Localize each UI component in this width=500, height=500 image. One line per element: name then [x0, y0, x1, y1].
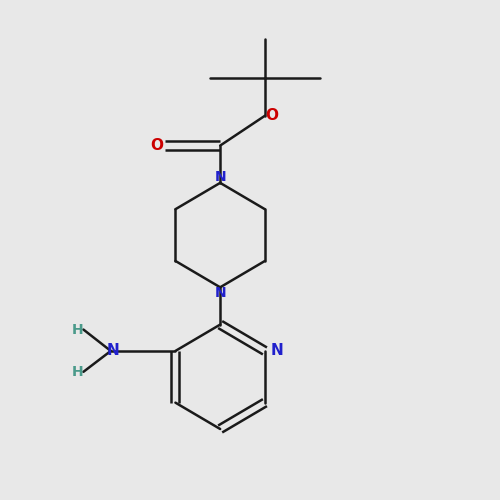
Text: N: N [271, 344, 283, 358]
Text: N: N [107, 344, 120, 358]
Text: N: N [214, 170, 226, 184]
Text: H: H [72, 322, 84, 336]
Text: O: O [266, 108, 278, 123]
Text: N: N [214, 286, 226, 300]
Text: H: H [72, 365, 84, 379]
Text: O: O [150, 138, 163, 153]
